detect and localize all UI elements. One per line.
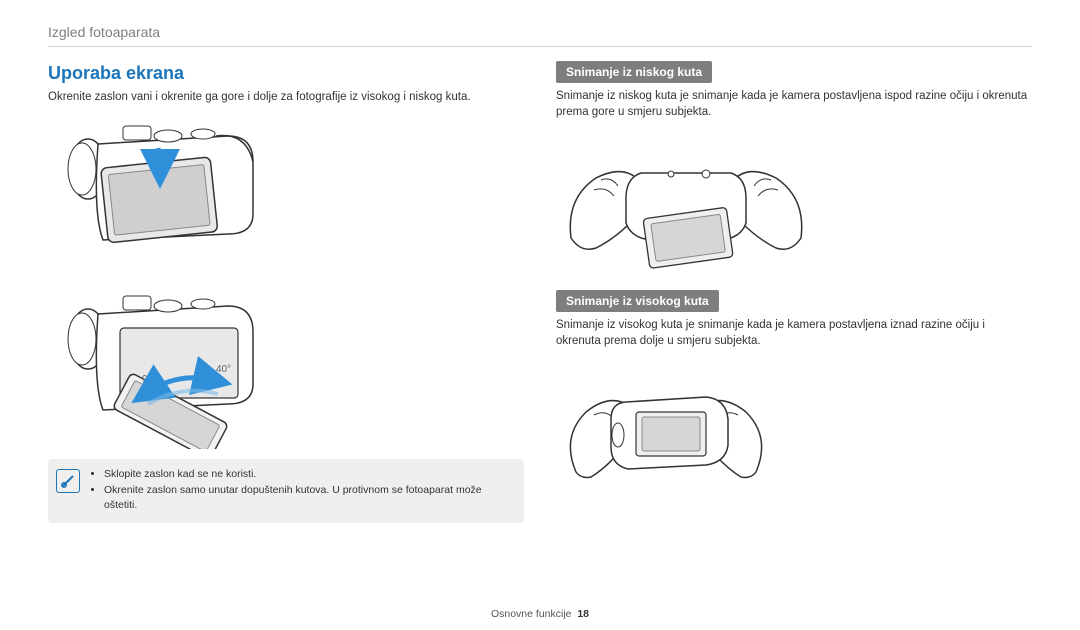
footer-page-number: 18 xyxy=(577,608,589,620)
right-column: Snimanje iz niskog kuta Snimanje iz nisk… xyxy=(556,59,1032,523)
figure-camera-screen-angle: 90° 40° xyxy=(48,284,524,449)
note-box: Sklopite zaslon kad se ne koristi. Okren… xyxy=(48,459,524,523)
low-angle-heading: Snimanje iz niskog kuta xyxy=(556,61,712,83)
high-angle-heading: Snimanje iz visokog kuta xyxy=(556,290,719,312)
note-list: Sklopite zaslon kad se ne koristi. Okren… xyxy=(90,467,512,515)
high-angle-text: Snimanje iz visokog kuta je snimanje kad… xyxy=(556,318,1032,349)
figure-high-angle xyxy=(556,357,1032,492)
footer-label: Osnovne funkcije xyxy=(491,608,572,620)
note-item-2: Okrenite zaslon samo unutar dopuštenih k… xyxy=(104,483,512,512)
intro-text: Okrenite zaslon vani i okrenite ga gore … xyxy=(48,90,524,106)
note-icon xyxy=(56,469,80,493)
angle-left-label: 90° xyxy=(142,374,157,385)
left-column: Uporaba ekrana Okrenite zaslon vani i ok… xyxy=(48,59,524,523)
note-item-1: Sklopite zaslon kad se ne koristi. xyxy=(104,467,512,482)
hands-low-angle-icon xyxy=(556,128,816,278)
low-angle-text: Snimanje iz niskog kuta je snimanje kada… xyxy=(556,89,1032,120)
hands-high-angle-icon xyxy=(556,357,776,492)
page-header: Izgled fotoaparata xyxy=(48,24,1032,40)
section-title: Uporaba ekrana xyxy=(48,63,524,84)
camera-illustration-2-icon: 90° 40° xyxy=(48,284,278,449)
camera-illustration-1-icon xyxy=(48,114,278,274)
page-footer: Osnovne funkcije 18 xyxy=(0,608,1080,620)
figure-camera-screen-out xyxy=(48,114,524,274)
header-rule xyxy=(48,46,1032,47)
angle-right-label: 40° xyxy=(216,364,231,375)
figure-low-angle xyxy=(556,128,1032,278)
